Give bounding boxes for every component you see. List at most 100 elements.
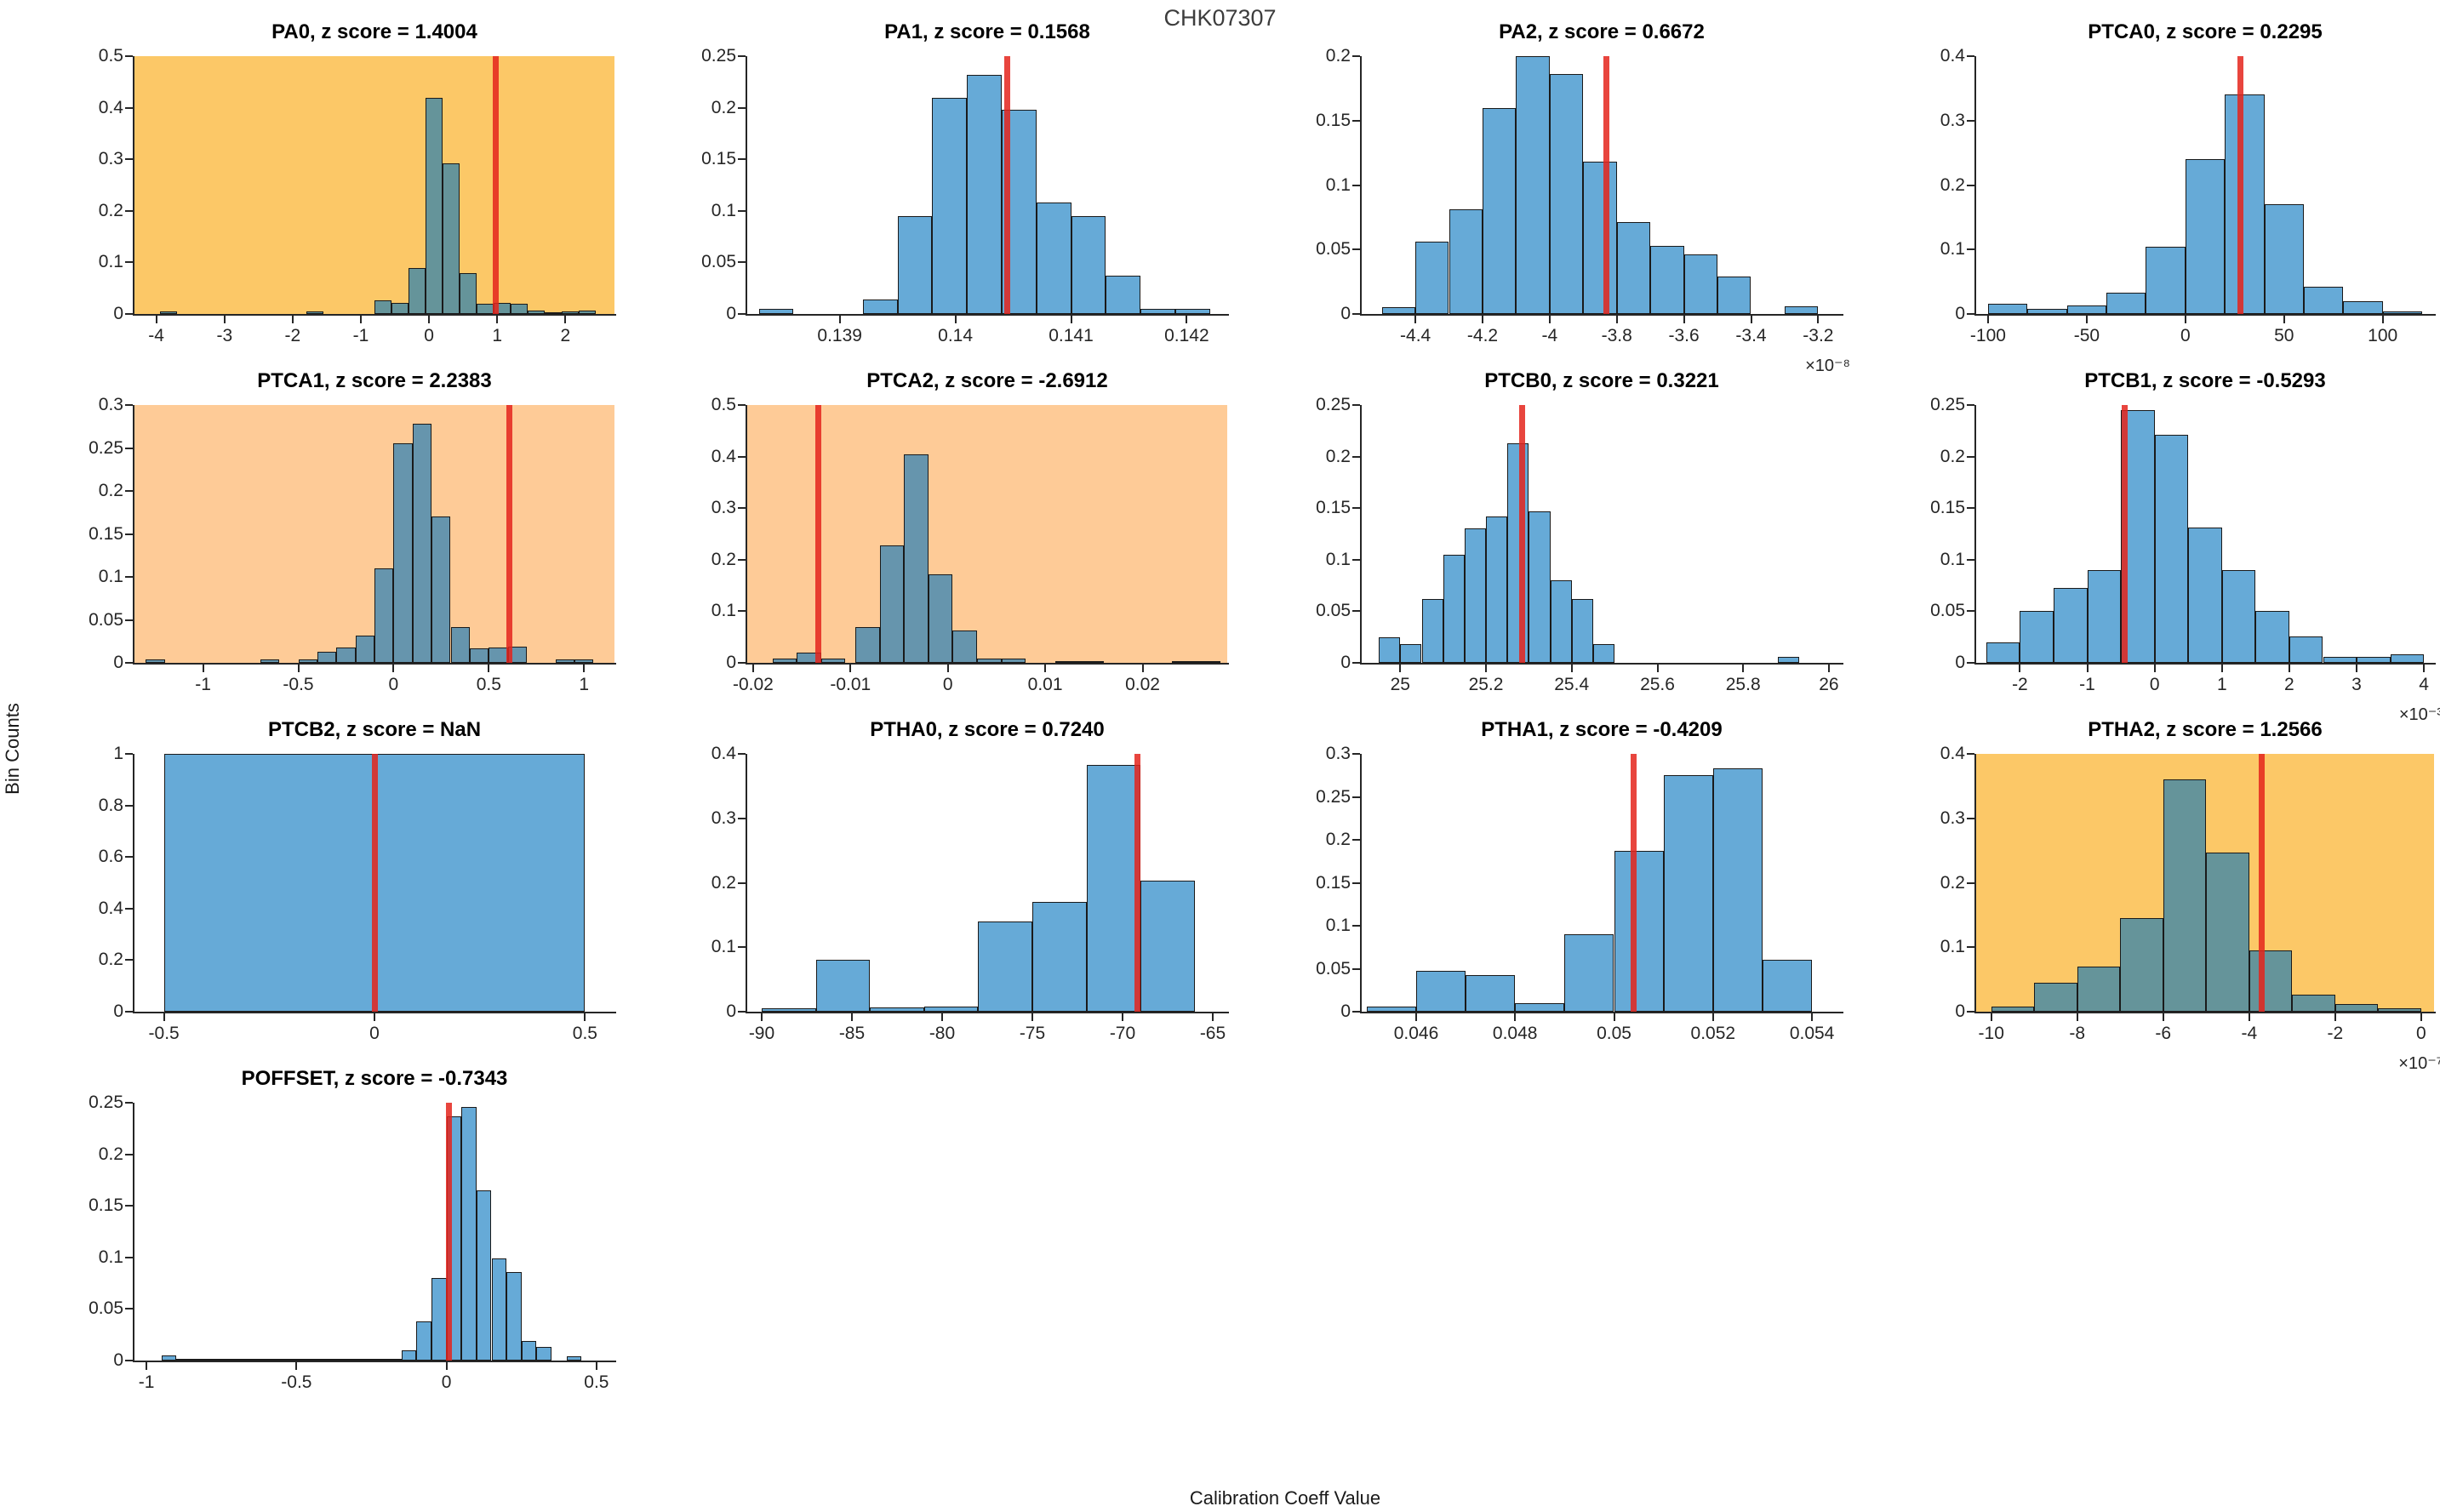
x-tick-mark	[2288, 665, 2290, 672]
y-axis-spine	[746, 405, 747, 663]
x-tick-mark	[1186, 316, 1188, 323]
histogram-bar	[579, 311, 597, 314]
y-tick-mark	[1967, 507, 1974, 510]
x-tick-mark	[2283, 316, 2285, 323]
subplot-PTCA1: -1 -0.5 0 0.5 1 0 0.05 0.1 0.15 0.2 0.25 0.3 PTCA1, …	[89, 369, 616, 694]
y-tick-mark	[125, 576, 133, 578]
histogram-bar	[450, 626, 470, 663]
histogram-bar	[1140, 308, 1175, 314]
x-tick-mark	[155, 316, 157, 323]
y-tick-label: 0	[113, 1001, 123, 1021]
zscore-marker-line	[2237, 56, 2244, 314]
histogram-bar	[1106, 276, 1141, 314]
y-tick-label: 0.4	[98, 97, 123, 117]
x-tick-mark	[2420, 1013, 2422, 1021]
y-tick-label: 0.3	[1325, 744, 1351, 763]
histogram-bar	[477, 303, 494, 314]
y-tick-mark	[1967, 558, 1974, 561]
x-tick-label: 0.052	[1690, 1024, 1736, 1043]
histogram-bar	[159, 311, 177, 314]
y-tick-label: 0.5	[98, 46, 123, 66]
histogram-bar	[574, 659, 594, 663]
x-tick-mark	[1548, 316, 1551, 323]
histogram-bar	[506, 1271, 522, 1361]
y-tick-label: 0	[1340, 1001, 1351, 1021]
y-tick-label: 0.05	[701, 252, 736, 272]
y-tick-mark	[738, 455, 746, 458]
histogram-bar	[536, 1347, 551, 1361]
y-tick-mark	[738, 610, 746, 613]
histogram-bar	[2106, 293, 2146, 314]
x-tick-label: 26	[1819, 675, 1839, 694]
histogram-bar	[1001, 659, 1026, 663]
x-tick-mark	[1044, 665, 1047, 672]
subplot-PTCA0: -100 -50 0 50 100 0 0.1 0.2 0.3 0.4 PTCA0, z score…	[1940, 20, 2436, 345]
y-tick-mark	[1352, 184, 1360, 186]
histogram-bar	[1583, 162, 1617, 314]
y-tick-mark	[125, 1011, 133, 1013]
histogram-bar	[1036, 203, 1071, 314]
y-tick-mark	[125, 158, 133, 161]
histogram-bar	[932, 97, 968, 314]
y-tick-label: 0	[726, 653, 736, 672]
x-tick-label: -90	[748, 1024, 775, 1043]
histogram-bar	[1785, 305, 1819, 314]
y-tick-label: 0.2	[1325, 46, 1351, 66]
y-tick-label: 0	[113, 304, 123, 323]
y-tick-label: 0.6	[98, 847, 123, 867]
zscore-marker-line	[2259, 754, 2266, 1012]
histogram-bar	[146, 659, 165, 663]
y-tick-label: 0.1	[1325, 916, 1351, 935]
y-tick-mark	[1352, 925, 1360, 927]
zscore-marker-line	[1631, 754, 1637, 1012]
y-tick-mark	[738, 55, 746, 57]
histogram-bar	[393, 443, 413, 663]
y-tick-mark	[1352, 796, 1360, 798]
histogram-bar	[1421, 598, 1443, 663]
histogram-bar	[762, 1008, 816, 1012]
y-tick-mark	[1967, 817, 1974, 819]
x-axis-spine	[746, 663, 1229, 665]
y-tick-mark	[738, 662, 746, 664]
subplot-title: PTHA2, z score = 1.2566	[2088, 718, 2323, 741]
x-tick-mark	[2086, 665, 2089, 672]
x-tick-label: -2	[284, 326, 301, 345]
x-tick-label: 0.01	[1027, 675, 1063, 694]
y-tick-mark	[125, 1153, 133, 1155]
x-tick-label: -2	[2327, 1024, 2344, 1043]
y-tick-label: 0.15	[1316, 110, 1351, 130]
y-tick-label: 0.25	[1316, 786, 1351, 807]
x-tick-mark	[1141, 665, 1144, 672]
histogram-bar	[2323, 656, 2357, 663]
histogram-bar	[855, 626, 880, 663]
zscore-marker-line	[506, 405, 513, 663]
histogram-bar	[161, 1355, 177, 1361]
histogram-bar	[1717, 277, 1751, 314]
histogram-bar	[1529, 511, 1551, 663]
histogram-bar	[967, 74, 1002, 314]
x-tick-label: -3.4	[1735, 326, 1767, 345]
y-tick-mark	[1967, 882, 1974, 884]
zscore-marker-line	[1134, 754, 1140, 1012]
histogram-bar	[1777, 656, 1799, 663]
y-tick-mark	[125, 55, 133, 57]
y-tick-mark	[738, 404, 746, 406]
y-tick-mark	[1967, 946, 1974, 949]
y-tick-label: 0.1	[711, 937, 736, 957]
axis-exponent-label: ×10⁻⁷	[2398, 1054, 2440, 1073]
histogram-bar	[1550, 580, 1572, 663]
histogram-bar	[374, 300, 391, 314]
zscore-marker-line	[1603, 56, 1610, 314]
y-tick-mark	[125, 1360, 133, 1361]
y-tick-mark	[738, 558, 746, 561]
x-tick-mark	[445, 1362, 448, 1370]
x-tick-mark	[1986, 316, 1989, 323]
histogram-bar	[391, 302, 409, 314]
histogram-bar	[491, 1258, 507, 1361]
y-axis-spine	[746, 754, 747, 1012]
y-tick-mark	[1352, 455, 1360, 458]
y-tick-label: 0.3	[711, 498, 736, 518]
axis-exponent-label: ×10⁻⁸	[1805, 357, 1850, 375]
y-tick-label: 0	[1340, 653, 1351, 672]
x-tick-mark	[2162, 1013, 2164, 1021]
